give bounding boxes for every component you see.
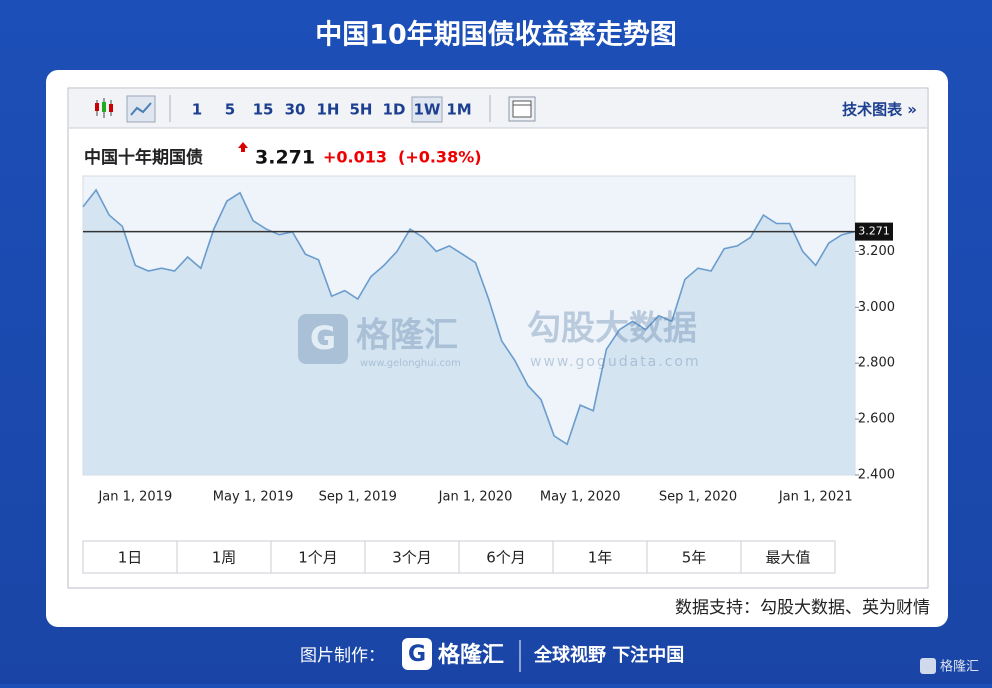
interval-active xyxy=(411,96,443,123)
quote-price: 3.271 xyxy=(255,147,315,169)
x-tick-label: May 1, 2020 xyxy=(540,490,621,505)
brand-logo xyxy=(402,638,432,670)
range-button[interactable] xyxy=(270,540,366,574)
range-button[interactable] xyxy=(364,540,460,574)
up-arrow xyxy=(238,142,248,152)
interval-button[interactable]: 1W xyxy=(414,101,441,119)
line xyxy=(82,188,856,446)
watermark-gelonghui: G 格隆汇 www.gelonghui.com xyxy=(298,314,461,369)
y-tick-label: 3.000 xyxy=(858,300,895,315)
settings-icon[interactable] xyxy=(508,96,536,122)
x-tick-label: Sep 1, 2019 xyxy=(319,490,397,505)
quote-name: 中国十年期国债 xyxy=(84,147,203,168)
line-icon[interactable] xyxy=(126,95,156,123)
x-tick-label: Sep 1, 2020 xyxy=(659,490,737,505)
x-tick-label: May 1, 2019 xyxy=(213,490,294,505)
range-label[interactable]: 1个月 xyxy=(298,549,338,567)
interval-button[interactable]: 5 xyxy=(225,101,235,119)
last-value-tag xyxy=(855,222,893,241)
y-tick-label: 3.200 xyxy=(858,244,895,259)
slogan: 全球视野 下注中国 xyxy=(533,644,684,666)
brand: 格隆汇 xyxy=(438,642,504,668)
watermark-text: 勾股大数据 xyxy=(527,309,697,349)
candle-icon[interactable] xyxy=(95,98,113,118)
page-title: 中国10年期国债收益率走势图 xyxy=(315,19,677,51)
range-button[interactable] xyxy=(740,540,836,574)
range-button[interactable] xyxy=(458,540,554,574)
range-label[interactable]: 3个月 xyxy=(392,549,432,567)
made-by: 图片制作： xyxy=(300,646,385,666)
area xyxy=(83,190,855,475)
technical-link[interactable]: 技术图表 » xyxy=(842,101,917,119)
x-tick-label: Jan 1, 2019 xyxy=(97,490,172,505)
y-tick-label: 2.400 xyxy=(858,468,895,483)
y-tick-label: 2.800 xyxy=(858,356,895,371)
interval-button[interactable]: 30 xyxy=(285,101,306,119)
range-label[interactable]: 最大值 xyxy=(765,549,810,567)
last-value-label: 3.271 xyxy=(858,225,890,238)
range-label[interactable]: 5年 xyxy=(682,549,707,567)
watermark-url: www.gogudata.com xyxy=(530,354,701,370)
range-label[interactable]: 6个月 xyxy=(486,549,526,567)
corner-brand: 格隆汇 xyxy=(940,659,979,675)
interval-button[interactable]: 5H xyxy=(350,101,373,119)
range-button[interactable] xyxy=(646,540,742,574)
source: 数据支持：勾股大数据、英为财情 xyxy=(675,598,930,618)
watermark-gogudata: 勾股大数据 www.gogudata.com xyxy=(527,309,701,371)
interval-button[interactable]: 1D xyxy=(383,101,406,119)
watermark-text: 格隆汇 xyxy=(356,316,458,356)
svg-text:G: G xyxy=(310,319,336,357)
y-tick-label: 2.600 xyxy=(858,412,895,427)
range-label[interactable]: 1年 xyxy=(588,549,613,567)
interval-button[interactable]: 1M xyxy=(446,101,471,119)
range-button[interactable] xyxy=(176,540,272,574)
range-label[interactable]: 1日 xyxy=(118,549,143,567)
brand-logo-g: G xyxy=(408,642,426,667)
x-tick-label: Jan 1, 2021 xyxy=(778,490,853,505)
x-tick-label: Jan 1, 2020 xyxy=(438,490,513,505)
range-label[interactable]: 1周 xyxy=(212,549,237,567)
watermark-url: www.gelonghui.com xyxy=(360,358,461,369)
interval-button[interactable]: 1 xyxy=(192,101,202,119)
quote-change-pct: (+0.38%) xyxy=(398,148,482,167)
corner-logo xyxy=(920,658,936,674)
range-button[interactable] xyxy=(82,540,178,574)
quote-change: +0.013 xyxy=(323,148,387,167)
toolbar xyxy=(69,89,927,128)
interval-button[interactable]: 15 xyxy=(253,101,274,119)
interval-button[interactable]: 1H xyxy=(317,101,340,119)
range-button[interactable] xyxy=(552,540,648,574)
